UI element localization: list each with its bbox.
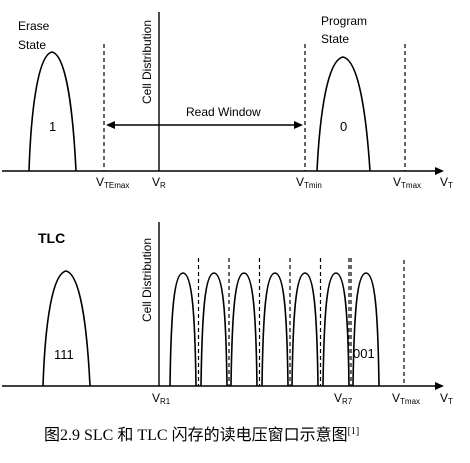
slc-vt-emax-label: VTEmax bbox=[96, 175, 129, 190]
slc-erase-value: 1 bbox=[49, 119, 56, 134]
tlc-first-state-value: 111 bbox=[54, 347, 74, 362]
tlc-state-1-curve bbox=[169, 272, 197, 387]
read-window-arrow-left-head bbox=[106, 121, 115, 129]
figure-caption: 图2.9 SLC 和 TLC 闪存的读电压窗口示意图[1] bbox=[44, 425, 359, 444]
slc-x-axis-arrow bbox=[435, 167, 444, 175]
slc-vr-label: VR bbox=[152, 175, 166, 190]
tlc-state-7-curve bbox=[352, 272, 380, 387]
tlc-panel: TLC Cell Distribution 111 001 VR1 VR7 VT… bbox=[2, 222, 453, 406]
slc-erase-state-label-line1: Erase bbox=[18, 19, 50, 33]
tlc-cell-distribution-label: Cell Distribution bbox=[140, 238, 154, 322]
tlc-erase-distribution-curve bbox=[42, 270, 91, 387]
slc-program-state-label-line1: Program bbox=[321, 14, 367, 28]
slc-program-distribution-curve bbox=[316, 56, 371, 172]
read-window-arrow-right-head bbox=[294, 121, 303, 129]
tlc-state-3-curve bbox=[230, 272, 258, 387]
slc-program-state-label-line2: State bbox=[321, 32, 349, 46]
tlc-vr7-label: VR7 bbox=[334, 391, 353, 406]
slc-vt-max-label: VTmax bbox=[393, 175, 421, 190]
tlc-state-4-curve bbox=[261, 272, 289, 387]
slc-cell-distribution-label: Cell Distribution bbox=[140, 20, 154, 104]
read-window-label: Read Window bbox=[186, 105, 261, 119]
tlc-state-2-curve bbox=[200, 272, 228, 387]
tlc-state-6-curve bbox=[322, 272, 350, 387]
tlc-vt-max-label: VTmax bbox=[392, 391, 420, 406]
tlc-x-axis-arrow bbox=[435, 382, 444, 390]
tlc-last-state-value: 001 bbox=[353, 346, 375, 361]
tlc-programmed-states bbox=[169, 258, 380, 387]
tlc-state-5-curve bbox=[291, 272, 319, 387]
slc-vt-label: VT bbox=[440, 175, 453, 190]
tlc-vr1-label: VR1 bbox=[152, 391, 171, 406]
tlc-title: TLC bbox=[38, 230, 65, 246]
slc-program-value: 0 bbox=[340, 119, 347, 134]
tlc-vt-label: VT bbox=[440, 391, 453, 406]
slc-vt-min-label: VTmin bbox=[296, 175, 322, 190]
slc-erase-state-label-line2: State bbox=[18, 38, 46, 52]
slc-panel: Cell Distribution Erase State 1 Program … bbox=[2, 12, 453, 190]
slc-erase-distribution-curve bbox=[28, 51, 77, 172]
